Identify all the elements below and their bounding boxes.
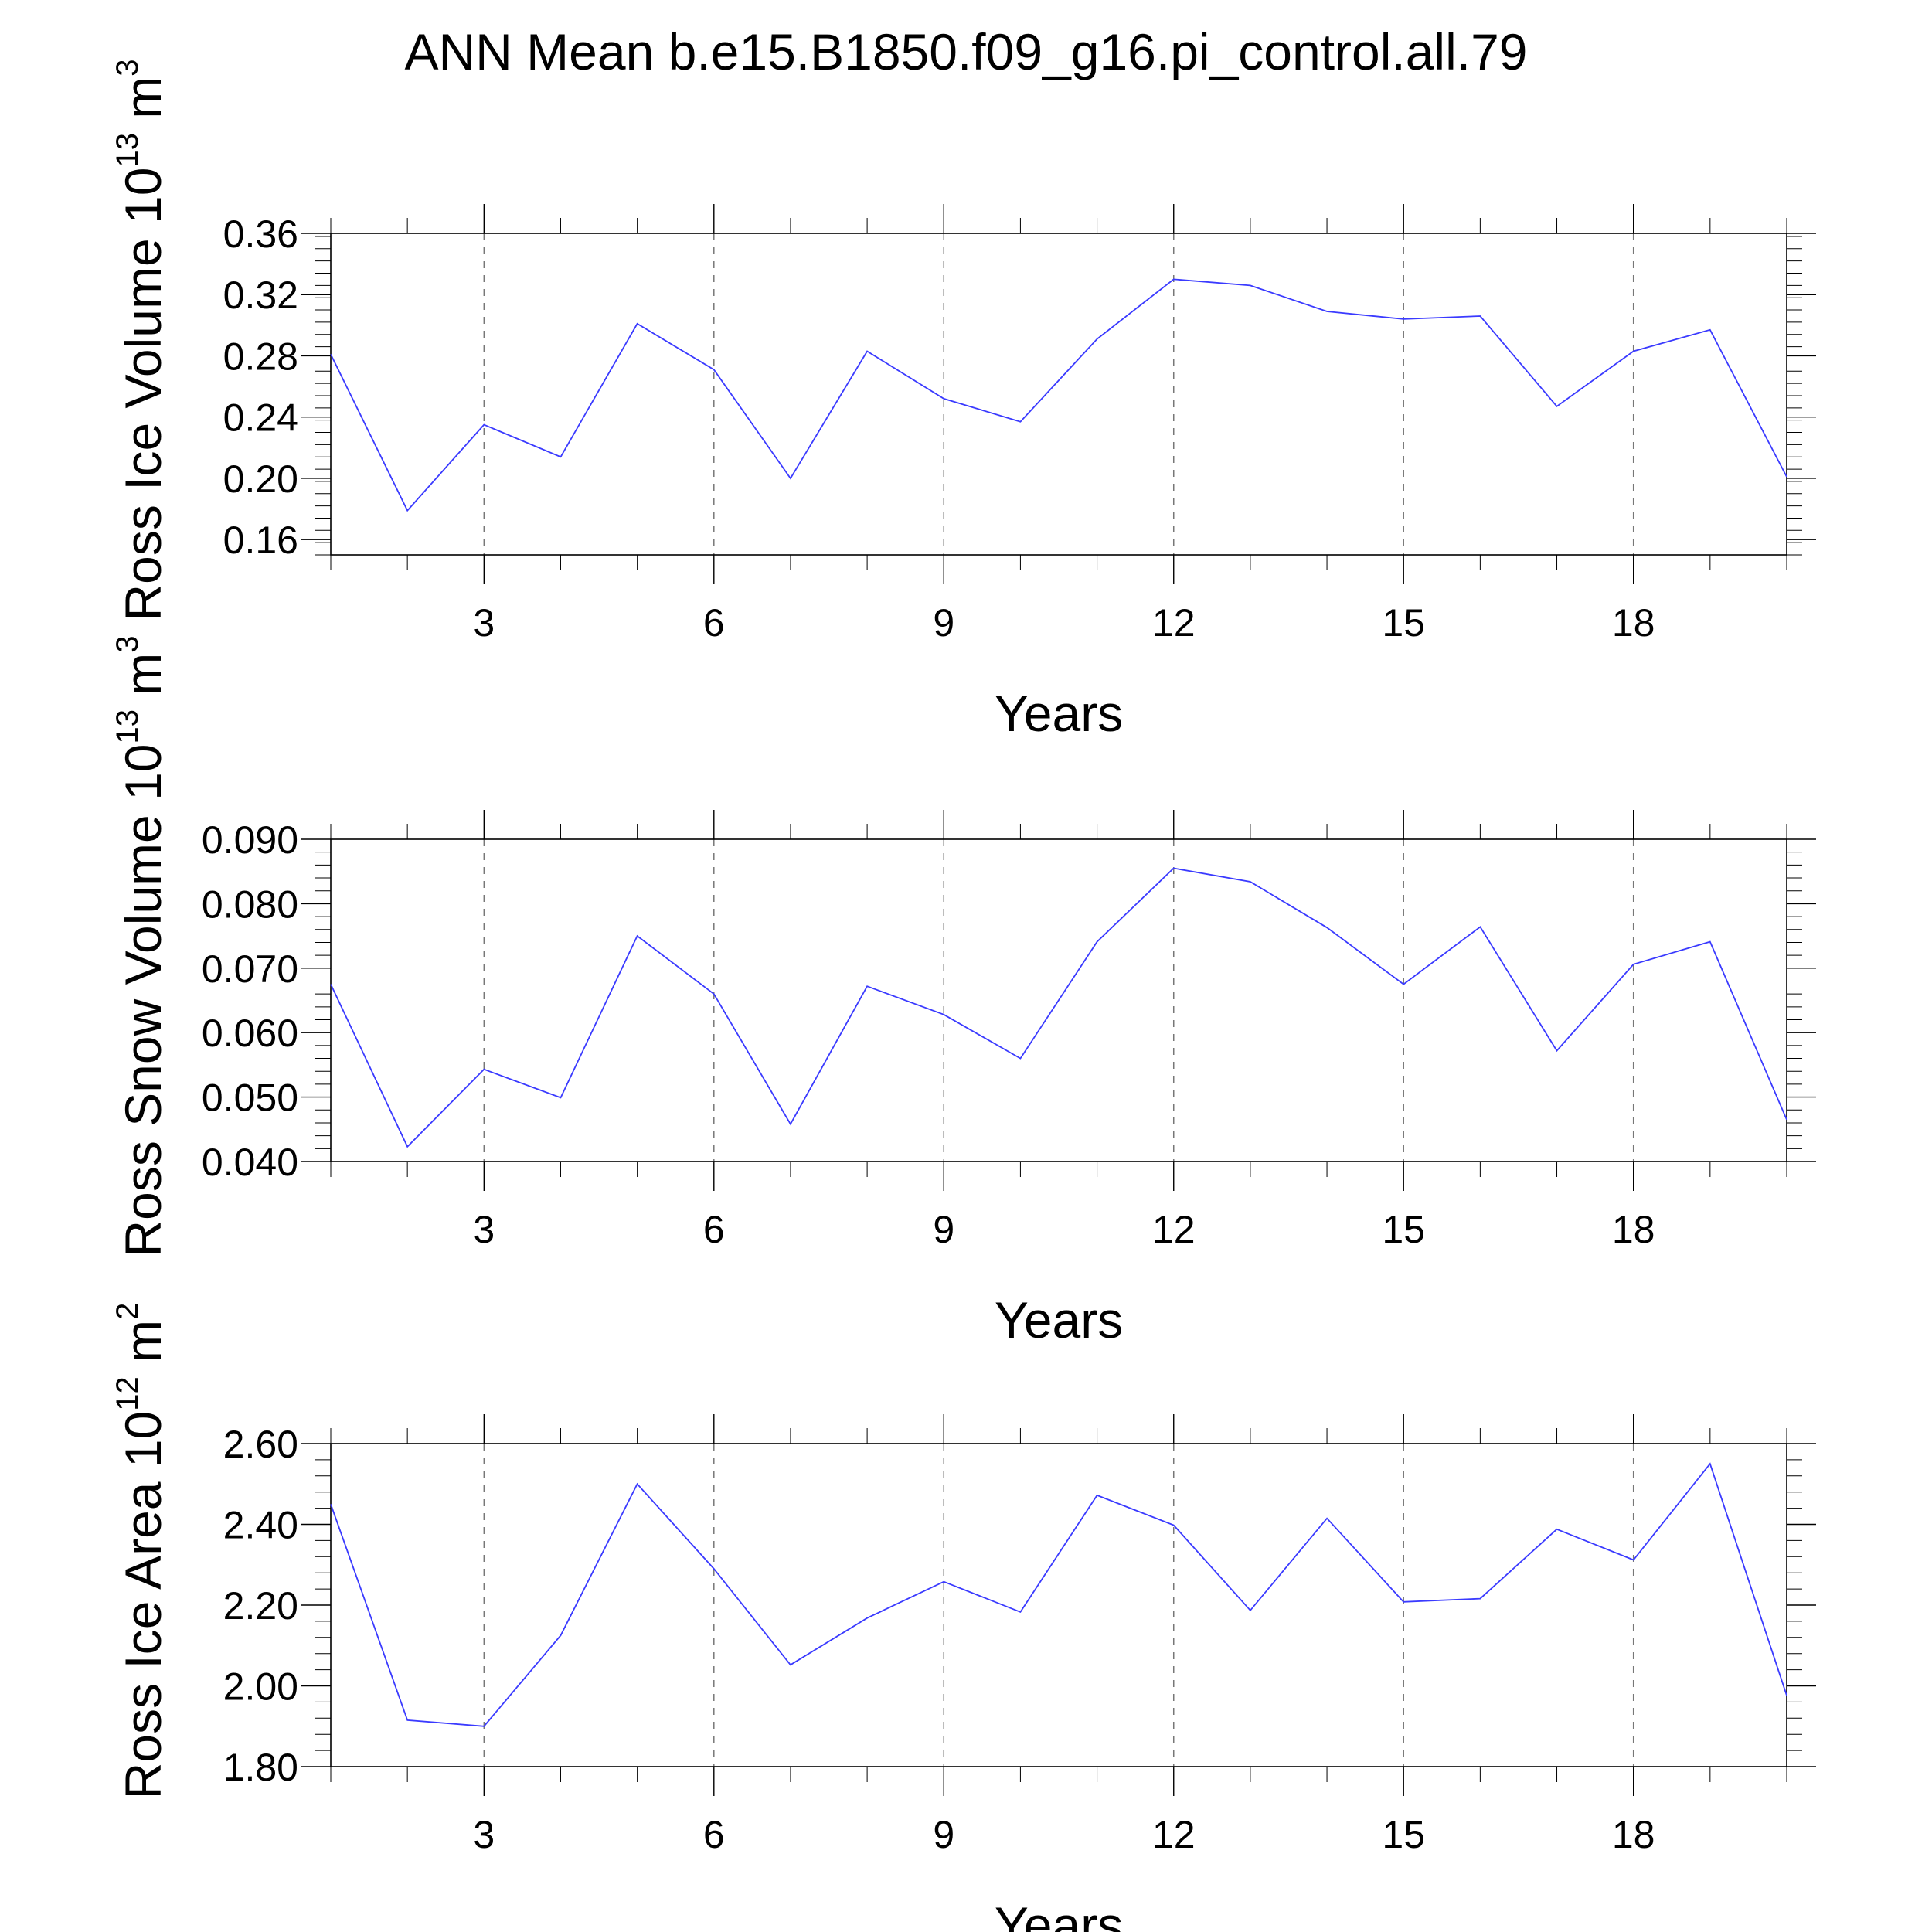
x-tick-label: 12 [1152,1208,1196,1251]
y-tick-label: 0.28 [223,335,298,378]
y-tick-label: 1.80 [223,1746,298,1789]
y-tick-label: 0.16 [223,519,298,562]
x-tick-label: 3 [473,601,495,645]
x-tick-label: 15 [1382,1813,1425,1856]
panel-2: 3 6 9 12 15 18 0.040 0.050 0.060 0.070 0.080 0.090 Y… [111,635,1816,1349]
y-tick-label: 0.20 [223,457,298,501]
y-tick-label: 0.040 [202,1141,298,1184]
series-line [330,1462,1787,1727]
x-tick-label: 3 [473,1208,495,1251]
x-tick-label: 15 [1382,601,1425,645]
y-axis-label: Ross Ice Volume 1013 m3 [111,59,172,621]
y-tick-label: 0.080 [202,883,298,926]
series-line [330,867,1787,1148]
panel-1: 3 6 9 12 15 18 0.16 0.20 0.24 0.28 0.32 0.36 Years Ro… [111,59,1816,742]
chart-title: ANN Mean b.e15.B1850.f09_g16.pi_control.… [405,23,1528,80]
y-tick-label: 2.40 [223,1504,298,1547]
y-tick-label: 2.20 [223,1584,298,1628]
panel-3: 3 6 9 12 15 18 1.80 2.00 2.20 2.40 2.60 Years Ross I… [111,1303,1816,1932]
y-tick-label: 2.00 [223,1665,298,1709]
x-tick-label: 18 [1612,1208,1655,1251]
plot-frame [330,233,1787,556]
x-tick-label: 15 [1382,1208,1425,1251]
x-tick-label: 6 [703,1813,725,1856]
y-axis-label: Ross Ice Area 1012 m2 [111,1303,172,1800]
x-tick-label: 9 [933,601,954,645]
y-tick-label: 0.36 [223,213,298,256]
x-tick-label: 6 [703,1208,725,1251]
y-tick-label: 0.24 [223,396,298,440]
x-tick-label: 18 [1612,1813,1655,1856]
y-tick-label: 0.32 [223,274,298,317]
y-tick-label: 2.60 [223,1423,298,1466]
plot-frame [330,838,1787,1162]
x-tick-label: 6 [703,601,725,645]
series-line [330,278,1787,512]
y-tick-label: 0.070 [202,947,298,991]
plot-frame [330,1443,1787,1767]
x-tick-label: 12 [1152,1813,1196,1856]
y-tick-label: 0.050 [202,1077,298,1120]
x-tick-label: 9 [933,1208,954,1251]
x-axis-label: Years [995,1291,1123,1349]
x-tick-label: 9 [933,1813,954,1856]
x-axis-label: Years [995,1896,1123,1932]
y-tick-label: 0.060 [202,1012,298,1055]
x-tick-label: 12 [1152,601,1196,645]
y-axis-label: Ross Snow Volume 1013 m3 [111,635,172,1257]
x-tick-label: 18 [1612,601,1655,645]
y-tick-label: 0.090 [202,818,298,862]
x-axis-label: Years [995,685,1123,742]
x-tick-label: 3 [473,1813,495,1856]
